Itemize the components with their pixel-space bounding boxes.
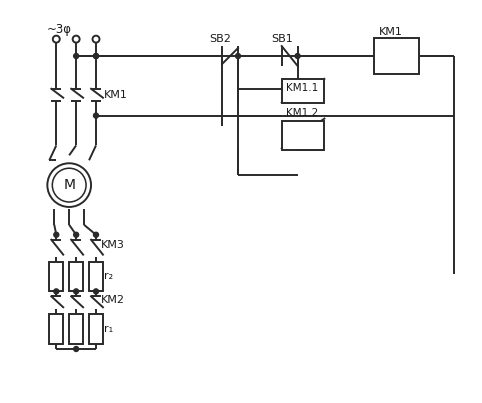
Text: KM1: KM1 [104,90,128,100]
Bar [281,79,324,103]
Text: KM3: KM3 [101,240,125,250]
Circle shape [54,289,59,294]
Bar [89,262,103,291]
Circle shape [74,289,79,294]
Text: r₁: r₁ [104,324,113,334]
Text: r₂: r₂ [104,272,113,281]
Circle shape [54,232,59,237]
Text: SB1: SB1 [271,34,293,44]
Circle shape [295,54,300,58]
Bar [49,262,63,291]
Circle shape [236,54,241,58]
Bar [374,38,419,74]
Text: ~3φ: ~3φ [46,23,71,36]
Circle shape [94,113,98,118]
Circle shape [94,54,98,58]
Circle shape [94,54,98,58]
Circle shape [94,232,98,237]
Bar [49,314,63,344]
Bar [69,262,83,291]
Text: KM1.1: KM1.1 [286,83,318,93]
Circle shape [94,289,98,294]
Circle shape [74,347,79,351]
Bar [281,120,324,150]
Text: KM2: KM2 [101,295,125,305]
Bar [89,314,103,344]
Circle shape [74,232,79,237]
Circle shape [74,54,79,58]
Bar [69,314,83,344]
Text: SB2: SB2 [209,34,231,44]
Text: KM1.2: KM1.2 [286,108,318,118]
Text: M: M [63,178,75,192]
Text: KM1: KM1 [379,27,403,37]
